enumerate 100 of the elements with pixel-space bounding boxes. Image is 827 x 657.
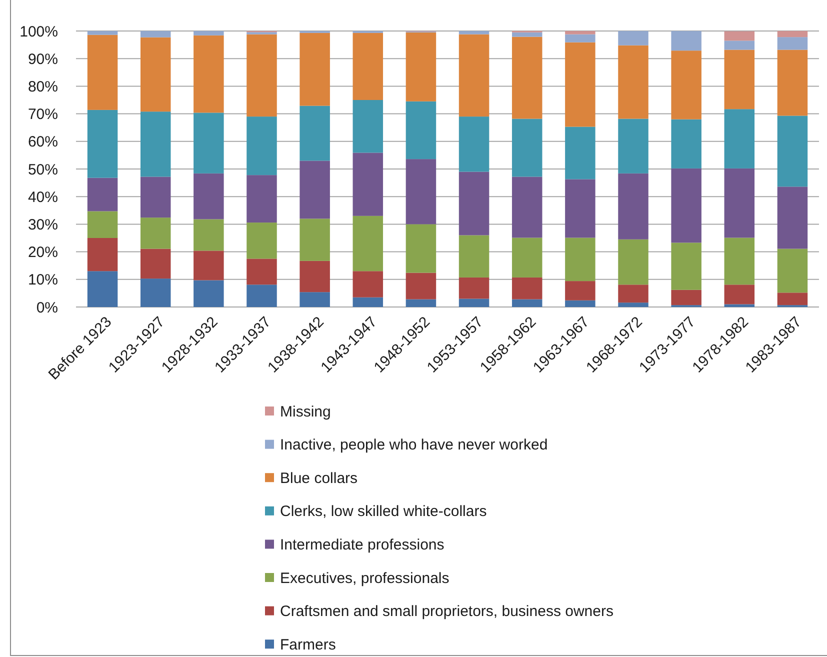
bar	[140, 218, 171, 249]
bar	[512, 277, 542, 300]
bar	[194, 112, 224, 174]
legend-label: Farmers	[280, 636, 336, 654]
bar	[406, 32, 436, 102]
bar	[671, 50, 702, 120]
bar	[87, 34, 118, 110]
bar	[512, 299, 542, 307]
bar	[246, 258, 277, 285]
bar	[671, 290, 702, 306]
bar	[458, 235, 490, 278]
bar	[724, 238, 755, 285]
bar	[87, 238, 118, 272]
bar	[565, 31, 596, 34]
legend-label: Missing	[280, 403, 331, 420]
y-tick-label: 80%	[28, 78, 58, 96]
bar	[458, 172, 490, 236]
bar	[406, 224, 436, 273]
bar	[87, 178, 118, 212]
bar	[140, 176, 171, 218]
bar	[246, 222, 277, 259]
bar	[671, 119, 702, 168]
bar	[300, 218, 330, 261]
bar	[140, 278, 171, 307]
bar	[406, 299, 436, 307]
y-tick-label: 10%	[28, 272, 58, 289]
bar	[140, 248, 171, 279]
bar	[565, 34, 596, 42]
bar	[512, 238, 542, 278]
bar	[565, 126, 596, 180]
bar	[458, 277, 490, 299]
bar	[777, 292, 808, 306]
bar	[300, 106, 330, 161]
bar	[406, 272, 436, 300]
bar	[618, 45, 648, 119]
y-tick-label: 20%	[28, 244, 58, 262]
bar	[246, 175, 277, 223]
bar	[246, 284, 277, 307]
bar	[724, 50, 755, 110]
bar	[565, 179, 596, 238]
bar	[406, 159, 436, 224]
bar	[512, 118, 542, 177]
y-tick-label: 90%	[28, 50, 58, 68]
bar	[87, 271, 118, 307]
bar	[777, 186, 808, 249]
y-tick-label: 40%	[28, 188, 58, 206]
bar	[300, 32, 330, 106]
bar	[671, 31, 702, 51]
y-tick-label: 0%	[36, 299, 58, 316]
bar	[458, 31, 490, 34]
bar	[352, 271, 384, 298]
bar	[352, 216, 384, 272]
bar	[352, 152, 384, 216]
bar	[300, 292, 330, 307]
legend-label: Executives, professionals	[280, 570, 450, 587]
bar	[565, 300, 596, 307]
y-tick-label: 100%	[20, 23, 58, 40]
bar	[724, 284, 755, 304]
bar	[194, 31, 224, 36]
bar	[777, 248, 808, 293]
bar	[194, 250, 224, 280]
bar	[87, 31, 118, 35]
bar	[300, 260, 330, 292]
bar	[565, 238, 596, 282]
bar	[352, 100, 384, 153]
bar	[140, 37, 171, 112]
y-tick-label: 50%	[28, 161, 58, 178]
bar	[724, 304, 755, 307]
bar	[406, 101, 436, 160]
bar	[352, 32, 384, 100]
bar	[618, 302, 648, 307]
bar	[140, 31, 171, 38]
bar	[352, 297, 384, 307]
bar	[565, 281, 596, 300]
bar	[777, 50, 808, 116]
bar	[512, 32, 542, 37]
y-tick-label: 30%	[28, 216, 58, 234]
bar	[458, 298, 490, 307]
bar	[724, 109, 755, 168]
bar	[246, 116, 277, 176]
bar	[512, 176, 542, 238]
bar	[777, 37, 808, 50]
legend-label: Blue collars	[280, 470, 358, 487]
bar	[458, 34, 490, 117]
bar	[87, 110, 118, 178]
bar	[512, 36, 542, 119]
bar	[458, 116, 490, 172]
bar	[724, 31, 755, 41]
bar	[618, 284, 648, 303]
bar	[671, 242, 702, 290]
bar	[194, 173, 224, 220]
bar	[777, 116, 808, 187]
bar	[194, 280, 224, 307]
bar	[724, 40, 755, 50]
bar	[724, 168, 755, 238]
bar	[194, 219, 224, 251]
legend-label: Clerks, low skilled white-collars	[280, 503, 487, 520]
bar	[246, 34, 277, 117]
bar	[300, 160, 330, 219]
bar	[618, 118, 648, 174]
